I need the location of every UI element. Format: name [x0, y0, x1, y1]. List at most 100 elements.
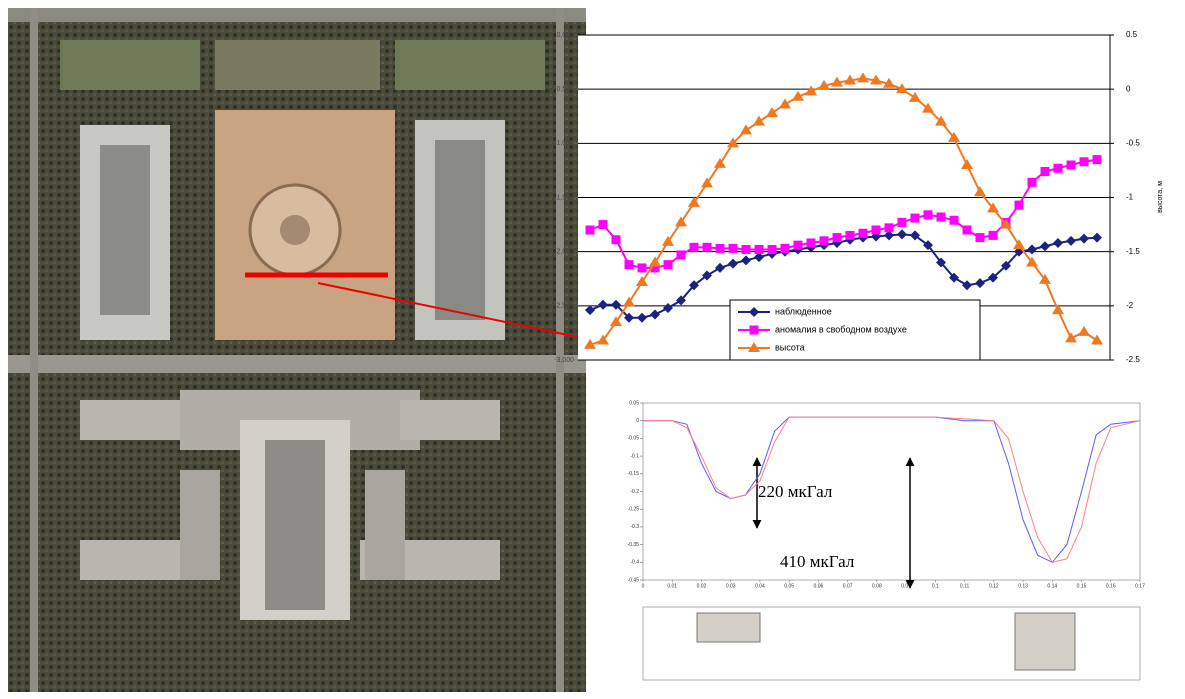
y2-tick-label: -1.5 [1126, 247, 1140, 256]
x-tick-label: 0.06 [814, 583, 824, 589]
marker [662, 235, 674, 246]
y-tick-label: -2,000 [554, 249, 574, 256]
marker [792, 90, 804, 101]
marker [714, 157, 726, 168]
marker [1052, 304, 1064, 315]
y-tick-label: -0.35 [628, 542, 640, 548]
x-tick-label: 0.11 [960, 583, 970, 589]
marker [741, 245, 751, 254]
annotation: 220 мкГал [758, 482, 833, 501]
marker [884, 223, 894, 233]
marker [611, 299, 621, 310]
marker [624, 312, 634, 323]
legend [729, 299, 981, 361]
marker [701, 177, 713, 188]
marker [637, 312, 647, 323]
marker [585, 225, 595, 235]
marker [702, 242, 712, 252]
y-tick-label: -0.2 [630, 489, 639, 495]
marker [883, 77, 895, 88]
marker [727, 137, 739, 148]
marker [650, 309, 660, 320]
legend-marker [748, 342, 760, 352]
marker [910, 230, 920, 241]
marker [597, 334, 609, 345]
y-tick-label: -0.3 [630, 524, 639, 530]
marker [935, 115, 947, 126]
x-tick-label: 0.15 [1077, 583, 1087, 589]
marker [649, 256, 661, 267]
marker [936, 257, 946, 268]
marker [1000, 218, 1012, 229]
marker [948, 131, 960, 142]
x-tick-label: 0.01 [667, 583, 677, 589]
marker [897, 229, 907, 240]
y2-tick-label: -2 [1126, 301, 1134, 310]
line [589, 77, 1098, 346]
x-tick-label: 0.17 [1135, 583, 1145, 589]
marker [689, 242, 699, 252]
x-tick-label: 0.13 [1018, 583, 1028, 589]
marker [753, 115, 765, 126]
marker [819, 236, 829, 246]
marker [728, 243, 738, 253]
marker [779, 98, 791, 109]
marker [962, 225, 972, 235]
x-tick-label: 0.02 [697, 583, 707, 589]
x-tick-label: 0.07 [843, 583, 853, 589]
marker [975, 233, 985, 243]
marker [1065, 332, 1077, 343]
marker [1039, 273, 1051, 284]
marker [962, 280, 972, 291]
y-tick-label: 0 [636, 418, 639, 424]
marker [623, 296, 635, 307]
marker [598, 299, 608, 310]
marker [754, 245, 764, 254]
marker [740, 124, 752, 135]
marker [675, 216, 687, 227]
y-tick-label: -1,500 [554, 194, 574, 201]
marker [844, 74, 856, 85]
marker [831, 76, 843, 87]
marker [1053, 163, 1063, 173]
legend-label: наблюденное [775, 306, 832, 316]
marker [1040, 241, 1050, 252]
marker [676, 295, 686, 306]
marker [871, 225, 881, 235]
marker [1079, 157, 1089, 167]
marker [805, 85, 817, 96]
line [589, 158, 1098, 269]
marker [793, 240, 803, 250]
y2-tick-label: -0.5 [1126, 138, 1140, 147]
marker [975, 278, 985, 289]
marker [922, 102, 934, 113]
y-tick-label: -0.45 [628, 577, 640, 583]
marker [663, 260, 673, 270]
marker [1066, 160, 1076, 170]
marker [961, 159, 973, 169]
y-tick-label: -3,000 [554, 357, 574, 364]
y2-tick-label: 0.5 [1126, 30, 1138, 39]
y-tick-label: -0.15 [628, 471, 640, 477]
marker [1014, 200, 1024, 210]
marker [1066, 235, 1076, 246]
marker [1092, 232, 1102, 243]
marker [923, 210, 933, 220]
marker [845, 230, 855, 240]
marker [897, 217, 907, 227]
y-tick-label: -0.05 [628, 436, 640, 442]
legend-marker [749, 307, 759, 317]
marker [896, 83, 908, 94]
marker [1027, 244, 1037, 255]
x-tick-label: 0.1 [932, 583, 939, 589]
legend-label: высота [775, 342, 805, 352]
satellite-image [8, 8, 593, 692]
marker [767, 245, 777, 254]
x-tick-label: 0.14 [1047, 583, 1057, 589]
marker [988, 272, 998, 283]
marker [949, 215, 959, 225]
marker [909, 91, 921, 102]
marker [910, 213, 920, 223]
marker [949, 272, 959, 283]
